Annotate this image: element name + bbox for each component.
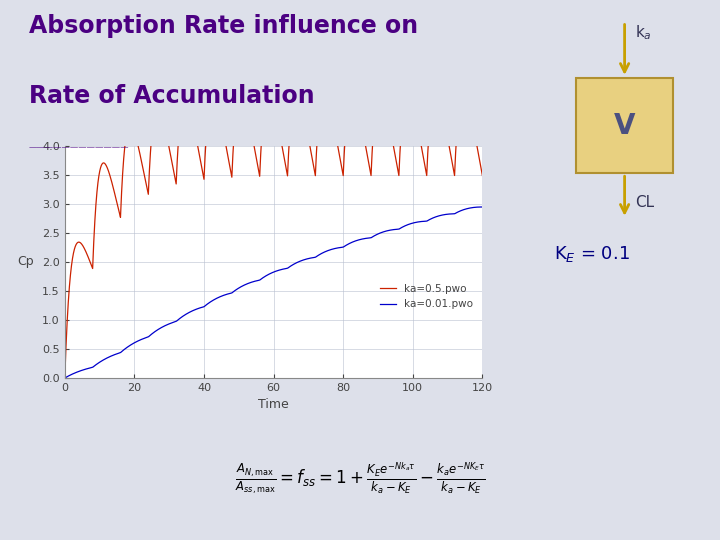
- ka=0.5.pwo: [472, 140, 481, 147]
- ka=0.5.pwo: [429, 93, 438, 99]
- Line: ka=0.5.pwo: ka=0.5.pwo: [65, 93, 482, 378]
- ka=0.5.pwo: [459, 90, 468, 96]
- ka=0.5.pwo: [66, 280, 74, 287]
- ka=0.01.pwo: [477, 204, 486, 210]
- Y-axis label: Cp: Cp: [17, 255, 34, 268]
- ka=0.5.pwo: [249, 140, 258, 147]
- ka=0.01.pwo: [478, 204, 487, 210]
- ka=0.01.pwo: [249, 278, 258, 285]
- ka=0.01.pwo: [60, 375, 69, 381]
- Text: Absorption Rate influence on: Absorption Rate influence on: [29, 14, 418, 37]
- Text: Rate of Accumulation: Rate of Accumulation: [29, 84, 315, 107]
- Line: ka=0.01.pwo: ka=0.01.pwo: [65, 207, 482, 378]
- Text: K$_E$ = 0.1: K$_E$ = 0.1: [554, 244, 630, 264]
- Text: k$_a$: k$_a$: [636, 23, 652, 42]
- Text: V: V: [614, 112, 635, 139]
- ka=0.01.pwo: [66, 372, 74, 379]
- Text: ————————————: ————————————: [29, 143, 130, 152]
- ka=0.01.pwo: [159, 323, 168, 329]
- ka=0.5.pwo: [478, 172, 487, 179]
- ka=0.5.pwo: [60, 375, 69, 381]
- Legend: ka=0.5.pwo, ka=0.01.pwo: ka=0.5.pwo, ka=0.01.pwo: [376, 280, 477, 314]
- X-axis label: Time: Time: [258, 399, 289, 411]
- ka=0.01.pwo: [429, 214, 438, 221]
- ka=0.01.pwo: [472, 204, 481, 211]
- ka=0.5.pwo: [374, 91, 383, 98]
- ka=0.5.pwo: [159, 118, 168, 125]
- Text: CL: CL: [636, 195, 654, 210]
- Text: $\frac{A_{N,\max}}{A_{ss,\max}} = f_{ss} = 1 + \frac{K_E e^{-Nk_a\tau}}{k_a - K_: $\frac{A_{N,\max}}{A_{ss,\max}} = f_{ss}…: [235, 460, 485, 496]
- ka=0.01.pwo: [374, 231, 383, 237]
